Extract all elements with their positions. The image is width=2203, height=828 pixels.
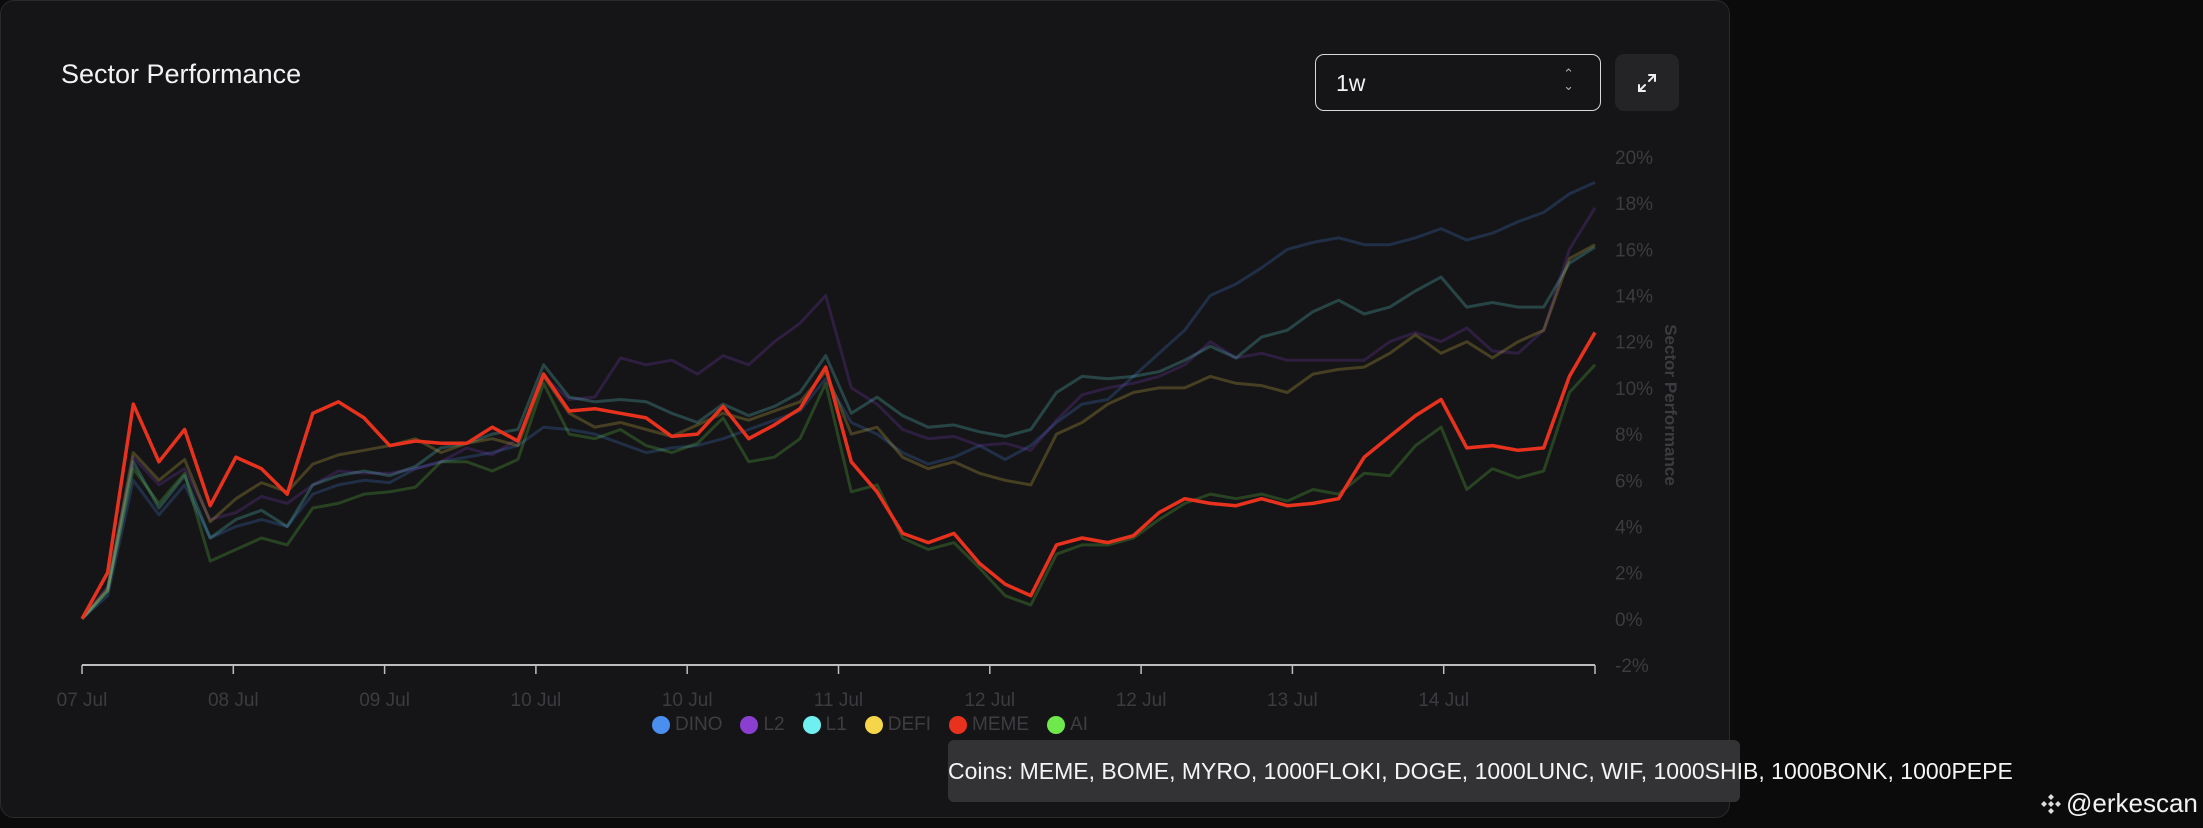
legend-dot-icon [1047, 716, 1066, 734]
y-tick-label: 14% [1615, 287, 1653, 308]
series-line-meme[interactable] [80, 331, 1597, 620]
legend-label: DEFI [887, 714, 932, 735]
legend-label: L1 [825, 714, 847, 735]
legend-label: MEME [972, 714, 1030, 735]
tooltip: Coins: MEME, BOME, MYRO, 1000FLOKI, DOGE… [948, 740, 2013, 802]
y-tick-label: 12% [1615, 333, 1653, 354]
y-tick-label: 16% [1615, 240, 1653, 261]
chevron-up-down-icon: ⌃ ⌄ [1563, 66, 1574, 93]
series-line-l1[interactable] [80, 245, 1596, 620]
y-tick-label: -2% [1615, 656, 1649, 677]
legend-item-ai[interactable]: AI [1047, 714, 1088, 736]
x-tick-label: 10 Jul [662, 690, 713, 711]
y-tick-label: 20% [1615, 148, 1653, 169]
line-chart: -2% 0% 2% 4% 6% 8% 10% 12% 14% 16% 18% 20% Sector P… [57, 148, 1680, 711]
legend-dot-icon [949, 716, 968, 734]
y-tick-label: 10% [1615, 379, 1653, 400]
legend-dot-icon [740, 716, 759, 734]
x-tick-label: 12 Jul [964, 690, 1015, 711]
expand-arrows-icon [1638, 73, 1656, 92]
legend-dot-icon [651, 716, 670, 734]
timeframe-value: 1w [1336, 70, 1366, 96]
watermark: @erkescan [2040, 788, 2198, 819]
y-tick-label: 4% [1615, 517, 1643, 538]
series-line-defi[interactable] [80, 243, 1596, 620]
y-tick-label: 2% [1615, 564, 1643, 585]
x-tick-label: 08 Jul [208, 690, 259, 711]
series-line-dino[interactable] [80, 181, 1596, 620]
x-tick-label: 07 Jul [57, 690, 108, 711]
x-tick-label: 12 Jul [1116, 690, 1167, 711]
y-tick-label: 8% [1615, 425, 1643, 446]
y-tick-label: 18% [1615, 194, 1653, 215]
x-axis: 07 Jul 08 Jul 09 Jul 10 Jul 10 Jul 11 Jul 12 J… [57, 664, 1596, 711]
legend-dot-icon [802, 716, 821, 734]
legend-label: AI [1070, 714, 1088, 735]
legend: DINO L2 L1 DEFI MEME AI [0, 714, 1740, 736]
watermark-text: @erkescan [2066, 788, 2198, 818]
legend-item-l2[interactable]: L2 [740, 714, 785, 736]
expand-button[interactable] [1615, 54, 1679, 111]
legend-item-meme[interactable]: MEME [949, 714, 1029, 736]
x-tick-label: 13 Jul [1267, 690, 1318, 711]
x-tick-label: 11 Jul [814, 690, 863, 711]
binance-logo-icon [2041, 793, 2061, 814]
legend-dot-icon [864, 716, 883, 734]
series-lines [80, 181, 1597, 620]
y-tick-label: 0% [1615, 610, 1643, 631]
y-axis-title: Sector Performance [1661, 324, 1680, 486]
legend-label: DINO [674, 714, 723, 735]
x-tick-label: 09 Jul [359, 690, 410, 711]
y-tick-label: 6% [1615, 471, 1643, 492]
y-axis-labels: -2% 0% 2% 4% 6% 8% 10% 12% 14% 16% 18% 20% [1615, 148, 1653, 677]
series-line-l2[interactable] [80, 207, 1597, 620]
legend-item-l1[interactable]: L1 [802, 714, 847, 736]
x-tick-label: 14 Jul [1418, 690, 1469, 711]
legend-label: L2 [763, 714, 785, 735]
legend-item-dino[interactable]: DINO [651, 714, 723, 736]
timeframe-select[interactable]: 1w ⌃ ⌄ [1315, 54, 1601, 111]
page-title: Sector Performance [61, 59, 302, 89]
legend-item-defi[interactable]: DEFI [864, 714, 932, 736]
x-tick-label: 10 Jul [511, 690, 562, 711]
sector-performance-panel: Sector Performance 1w ⌃ ⌄ [0, 0, 1730, 818]
